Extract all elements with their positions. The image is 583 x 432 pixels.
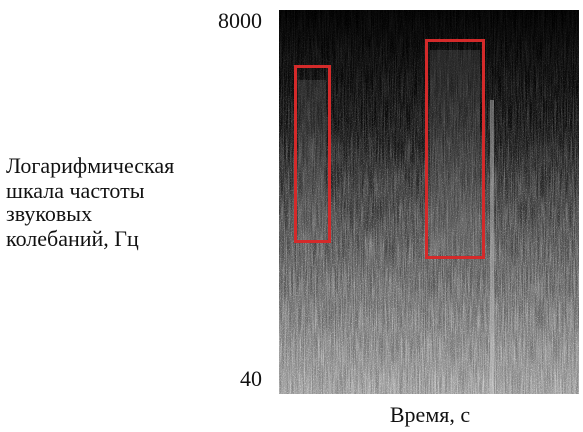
x-axis-label: Время, с xyxy=(390,402,470,427)
highlight-box xyxy=(294,65,331,243)
highlight-box xyxy=(425,39,485,259)
y-axis-label: звуковых xyxy=(6,201,92,226)
y-axis-label: колебаний, Гц xyxy=(6,226,139,251)
y-axis-label: шкала частоты xyxy=(6,178,145,203)
y-bottom-label: 40 xyxy=(240,366,262,391)
y-top-label: 8000 xyxy=(218,8,262,33)
y-axis-label: Логарифмическая xyxy=(6,153,174,178)
